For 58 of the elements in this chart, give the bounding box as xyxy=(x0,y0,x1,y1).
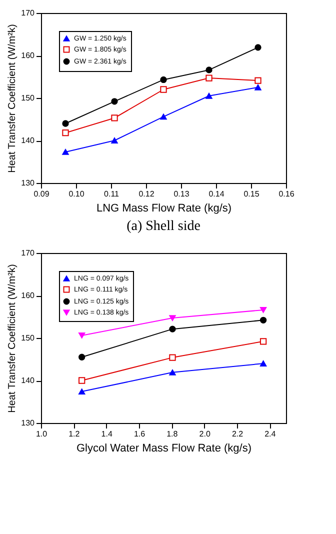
x-tick-label: 2.2 xyxy=(232,430,244,438)
x-tick-label: 1.4 xyxy=(101,430,113,438)
y-axis-title: Heat Transfer Coefficient (W/m²k) xyxy=(7,264,18,413)
x-tick-label: 0.11 xyxy=(104,190,120,198)
y-tick-label: 160 xyxy=(21,51,36,60)
point xyxy=(160,114,167,120)
y-tick-label: 140 xyxy=(21,376,36,385)
point xyxy=(169,354,176,361)
x-tick-label: 1.8 xyxy=(166,430,178,438)
x-tick-label: 1.6 xyxy=(134,430,146,438)
point xyxy=(254,84,262,90)
point xyxy=(160,76,167,84)
point xyxy=(78,354,86,360)
text: (a) Shell side xyxy=(126,219,200,234)
point xyxy=(62,149,69,155)
point xyxy=(62,130,69,136)
x-tick-label: 2.0 xyxy=(199,430,211,438)
point xyxy=(254,44,262,51)
point xyxy=(62,120,69,127)
y-axis-title: Heat Transfer Coefficient (W/m²k) xyxy=(7,24,18,173)
x-tick-label: 1.0 xyxy=(36,430,48,438)
x-tick-label: 0.16 xyxy=(278,190,295,198)
x-tick-label: 0.13 xyxy=(174,190,190,198)
y-tick-label: 170 xyxy=(21,8,36,18)
point xyxy=(260,307,267,313)
point xyxy=(206,74,212,82)
x-tick-label: 0.14 xyxy=(208,190,225,198)
x-tick-label: 0.15 xyxy=(244,190,260,198)
x-tick-label: 0.10 xyxy=(68,190,85,198)
point xyxy=(254,77,262,84)
x-axis-title: Glycol Water Mass Flow Rate (kg/s) xyxy=(76,442,252,454)
point xyxy=(78,388,86,394)
y-tick-label: 150 xyxy=(21,94,36,102)
point xyxy=(111,114,118,122)
point xyxy=(169,315,176,321)
point xyxy=(260,338,267,345)
y-tick-label: 150 xyxy=(21,334,36,342)
y-tick-label: 170 xyxy=(21,248,36,258)
point xyxy=(206,92,212,99)
point xyxy=(78,332,86,338)
point xyxy=(169,326,176,332)
y-tick-label: 140 xyxy=(21,136,36,145)
point xyxy=(160,86,167,93)
point xyxy=(111,138,118,144)
y-tick-label: 130 xyxy=(21,178,36,188)
x-tick-label: 0.12 xyxy=(138,190,155,198)
point xyxy=(111,98,118,105)
x-axis-title: LNG Mass Flow Rate (kg/s) xyxy=(96,202,232,214)
point xyxy=(169,369,176,376)
y-tick-label: 130 xyxy=(21,418,36,428)
point xyxy=(260,316,267,324)
x-tick-label: 1.2 xyxy=(68,430,80,438)
point xyxy=(78,377,86,384)
point xyxy=(206,66,212,74)
point xyxy=(260,360,267,366)
x-tick-label: 0.09 xyxy=(34,190,50,198)
x-tick-label: 2.4 xyxy=(264,430,276,438)
y-tick-label: 160 xyxy=(21,291,36,300)
